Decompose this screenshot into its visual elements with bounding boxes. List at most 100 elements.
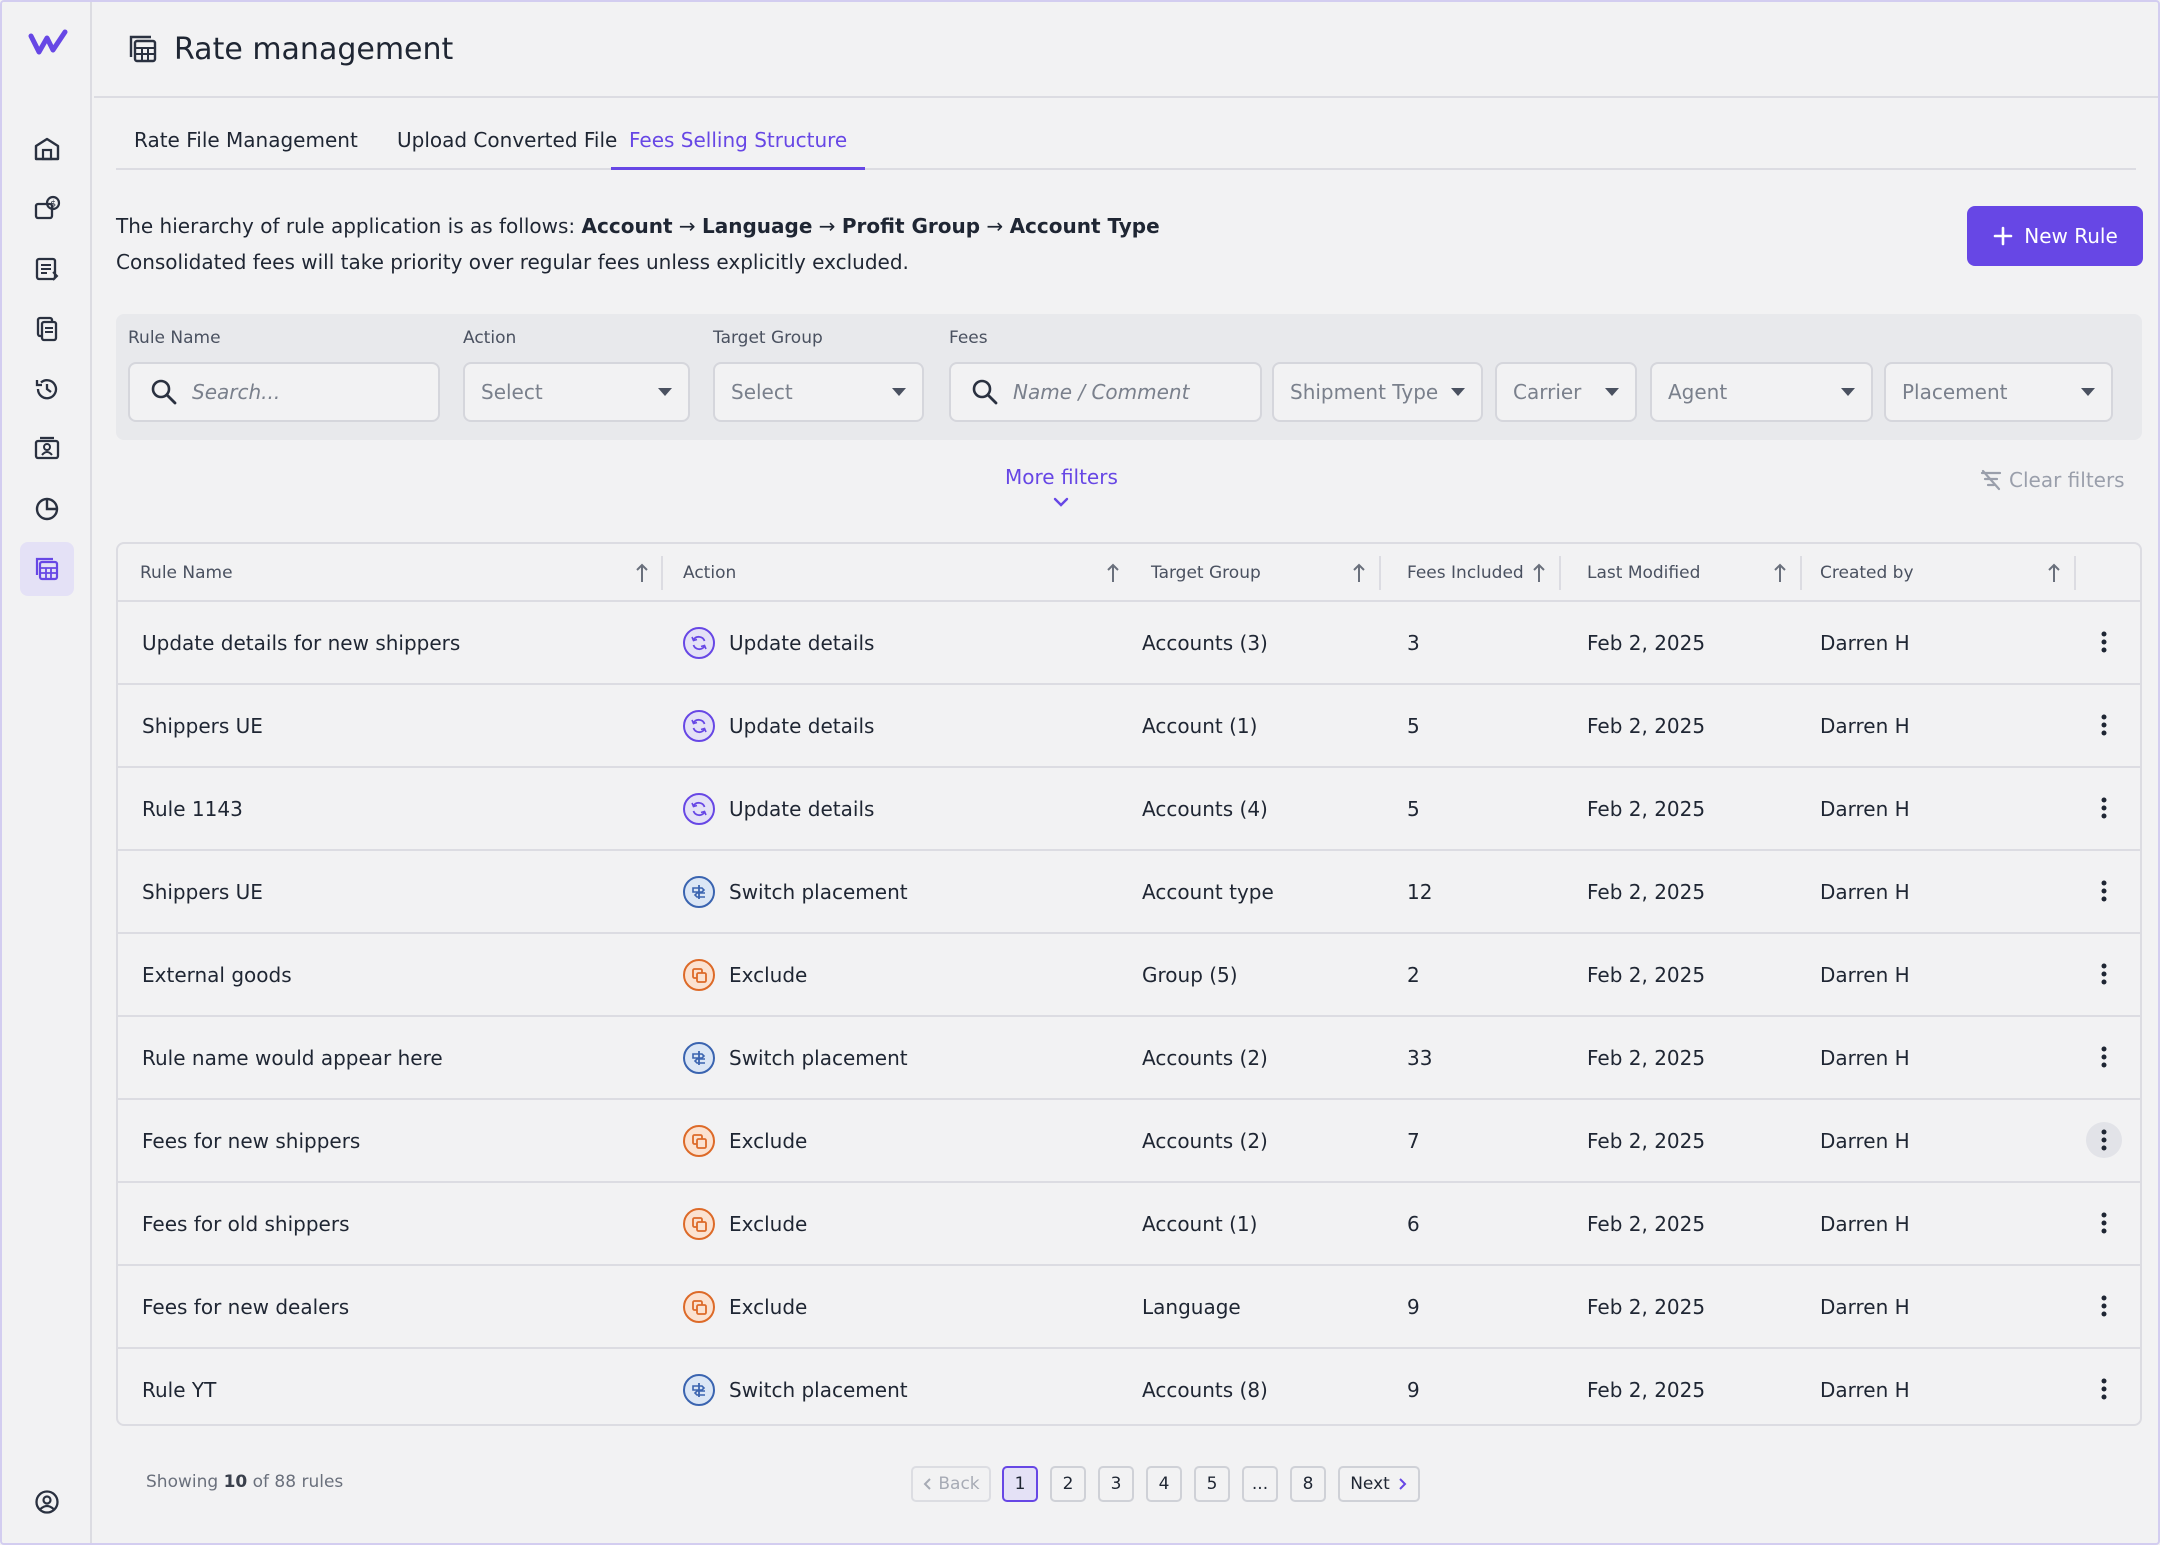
sort-arrow-icon[interactable] xyxy=(1106,562,1120,584)
table-row[interactable]: Fees for new shippers Exclude Accounts (… xyxy=(118,1100,2140,1183)
column-header-rule-name[interactable]: Rule Name xyxy=(140,563,233,583)
table-row[interactable]: Rule YT Switch placement Accounts (8) 9 … xyxy=(118,1349,2140,1424)
target-group-cell: Accounts (8) xyxy=(1142,1377,1268,1402)
row-menu-button[interactable] xyxy=(2086,790,2122,826)
row-menu-button[interactable] xyxy=(2086,1122,2122,1158)
row-menu-button[interactable] xyxy=(2086,956,2122,992)
table-header: Rule Name Action Target Group Fees Inclu… xyxy=(118,544,2140,602)
target-group-cell: Accounts (3) xyxy=(1142,630,1268,655)
action-cell: Switch placement xyxy=(683,1017,908,1098)
column-divider xyxy=(661,556,663,590)
table-row[interactable]: Rule 1143 Update details Accounts (4) 5 … xyxy=(118,768,2140,851)
carrier-select[interactable]: Carrier xyxy=(1495,362,1637,422)
hierarchy-level-account-type: Account Type xyxy=(1009,214,1160,238)
column-header-target-group[interactable]: Target Group xyxy=(1151,563,1261,583)
results-count: Showing 10 of 88 rules xyxy=(146,1472,343,1492)
action-select[interactable]: Select xyxy=(463,362,690,422)
copy-exclude-icon xyxy=(683,1207,715,1240)
pagination-page-3[interactable]: 3 xyxy=(1098,1466,1134,1502)
sidebar-item-documents[interactable] xyxy=(20,302,74,356)
row-menu-button[interactable] xyxy=(2086,873,2122,909)
sort-arrow-icon[interactable] xyxy=(2047,562,2061,584)
column-divider xyxy=(1559,556,1561,590)
caret-down-icon xyxy=(1605,388,1619,396)
pagination-back-button[interactable]: Back xyxy=(911,1466,991,1502)
tab-rate-file-management[interactable]: Rate File Management xyxy=(134,128,358,152)
fees-search-input[interactable]: Name / Comment xyxy=(949,362,1262,422)
brand-logo-icon[interactable] xyxy=(28,26,68,60)
column-header-created-by[interactable]: Created by xyxy=(1820,563,1914,583)
pagination-page-5[interactable]: 5 xyxy=(1194,1466,1230,1502)
row-menu-button[interactable] xyxy=(2086,624,2122,660)
column-header-last-modified[interactable]: Last Modified xyxy=(1587,563,1701,583)
sidebar-item-home[interactable] xyxy=(20,122,74,176)
filter-off-icon xyxy=(1980,469,2002,491)
action-label: Update details xyxy=(729,796,875,821)
action-cell: Update details xyxy=(683,602,874,683)
target-group-cell: Account (1) xyxy=(1142,713,1258,738)
caret-down-icon xyxy=(892,388,906,396)
fees-included-cell: 7 xyxy=(1407,1128,1420,1153)
target-group-select[interactable]: Select xyxy=(713,362,924,422)
warehouse-icon xyxy=(34,137,60,161)
row-menu-button[interactable] xyxy=(2086,707,2122,743)
table-row[interactable]: Fees for old shippers Exclude Account (1… xyxy=(118,1183,2140,1266)
tab-upload-converted-file[interactable]: Upload Converted File xyxy=(397,128,618,152)
created-by-cell: Darren H xyxy=(1820,1294,1910,1319)
id-card-icon xyxy=(34,436,60,460)
row-menu-button[interactable] xyxy=(2086,1371,2122,1407)
user-circle-icon xyxy=(35,1490,59,1514)
caret-down-icon xyxy=(1841,388,1855,396)
sort-arrow-icon[interactable] xyxy=(635,562,649,584)
row-menu-button[interactable] xyxy=(2086,1288,2122,1324)
fees-included-cell: 9 xyxy=(1407,1377,1420,1402)
pagination-page-8[interactable]: 8 xyxy=(1290,1466,1326,1502)
more-filters-button[interactable]: More filters xyxy=(1005,465,1118,513)
rule-name-cell: Shippers UE xyxy=(142,879,263,904)
table-row[interactable]: Shippers UE Update details Account (1) 5… xyxy=(118,685,2140,768)
rule-name-cell: Fees for new shippers xyxy=(142,1128,361,1153)
sidebar-item-pricing[interactable]: $ xyxy=(20,182,74,236)
tab-fees-selling-structure[interactable]: Fees Selling Structure xyxy=(611,128,866,170)
sidebar-item-invoices[interactable] xyxy=(20,242,74,296)
sort-arrow-icon[interactable] xyxy=(1773,562,1787,584)
new-rule-button[interactable]: New Rule xyxy=(1967,206,2143,266)
pagination-next-button[interactable]: Next xyxy=(1338,1466,1420,1502)
page-title: Rate management xyxy=(174,31,454,67)
target-group-cell: Account type xyxy=(1142,879,1274,904)
sidebar-item-profile[interactable] xyxy=(20,1475,74,1529)
rule-name-search-input[interactable]: Search... xyxy=(128,362,440,422)
row-menu-button[interactable] xyxy=(2086,1039,2122,1075)
last-modified-cell: Feb 2, 2025 xyxy=(1587,1377,1706,1402)
table-row[interactable]: External goods Exclude Group (5) 2 Feb 2… xyxy=(118,934,2140,1017)
search-icon xyxy=(972,379,998,405)
created-by-cell: Darren H xyxy=(1820,796,1910,821)
pagination-page-1[interactable]: 1 xyxy=(1002,1466,1038,1502)
row-menu-button[interactable] xyxy=(2086,1205,2122,1241)
agent-select[interactable]: Agent xyxy=(1650,362,1873,422)
clear-filters-button[interactable]: Clear filters xyxy=(1979,468,2125,492)
action-cell: Exclude xyxy=(683,934,807,1015)
more-vertical-icon xyxy=(2101,797,2107,819)
sidebar-item-contacts[interactable] xyxy=(20,422,74,476)
pagination-page-2[interactable]: 2 xyxy=(1050,1466,1086,1502)
column-header-fees-included[interactable]: Fees Included xyxy=(1407,563,1524,583)
more-vertical-icon xyxy=(2101,963,2107,985)
table-row[interactable]: Rule name would appear here Switch place… xyxy=(118,1017,2140,1100)
action-cell: Switch placement xyxy=(683,851,908,932)
created-by-cell: Darren H xyxy=(1820,1045,1910,1070)
table-row[interactable]: Shippers UE Switch placement Account typ… xyxy=(118,851,2140,934)
pagination-page-4[interactable]: 4 xyxy=(1146,1466,1182,1502)
placement-select[interactable]: Placement xyxy=(1884,362,2113,422)
column-header-action[interactable]: Action xyxy=(683,563,737,583)
sidebar-item-rate-management[interactable] xyxy=(20,542,74,596)
table-row[interactable]: Update details for new shippers Update d… xyxy=(118,602,2140,685)
shipment-type-select[interactable]: Shipment Type xyxy=(1272,362,1483,422)
results-shown-count: 10 xyxy=(223,1472,248,1492)
sidebar-item-history[interactable] xyxy=(20,362,74,416)
sort-arrow-icon[interactable] xyxy=(1352,562,1366,584)
signpost-icon xyxy=(683,1041,715,1074)
table-row[interactable]: Fees for new dealers Exclude Language 9 … xyxy=(118,1266,2140,1349)
sidebar-item-reports[interactable] xyxy=(20,482,74,536)
sort-arrow-icon[interactable] xyxy=(1532,562,1546,584)
